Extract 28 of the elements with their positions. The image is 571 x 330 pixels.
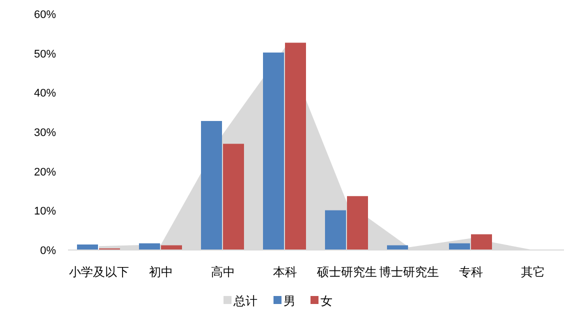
- x-tick-label: 博士研究生: [379, 265, 439, 279]
- bar: [139, 243, 160, 250]
- bar: [325, 210, 346, 250]
- x-tick-label: 初中: [149, 265, 173, 279]
- y-tick-label: 10%: [34, 206, 56, 218]
- legend-label: 女: [320, 294, 332, 308]
- y-tick-label: 60%: [34, 9, 56, 21]
- legend-label: 总计: [232, 294, 258, 308]
- bar: [223, 144, 244, 250]
- bar: [77, 244, 98, 250]
- x-tick-label: 小学及以下: [69, 265, 129, 279]
- bar: [285, 42, 306, 250]
- bar: [449, 243, 470, 250]
- bar: [263, 52, 284, 250]
- x-tick-label: 硕士研究生: [316, 265, 377, 279]
- x-tick-label: 其它: [521, 265, 545, 279]
- x-tick-label: 高中: [211, 265, 235, 279]
- y-tick-label: 30%: [34, 127, 56, 139]
- legend-label: 男: [284, 294, 296, 308]
- x-tick-label: 本科: [273, 265, 297, 279]
- x-tick-label: 专科: [459, 265, 483, 279]
- bar: [347, 196, 368, 250]
- bar: [201, 120, 222, 250]
- y-tick-label: 40%: [34, 88, 56, 100]
- y-tick-label: 50%: [34, 48, 56, 60]
- y-tick-label: 0%: [40, 245, 56, 257]
- bar: [471, 234, 492, 250]
- y-tick-label: 20%: [34, 166, 56, 178]
